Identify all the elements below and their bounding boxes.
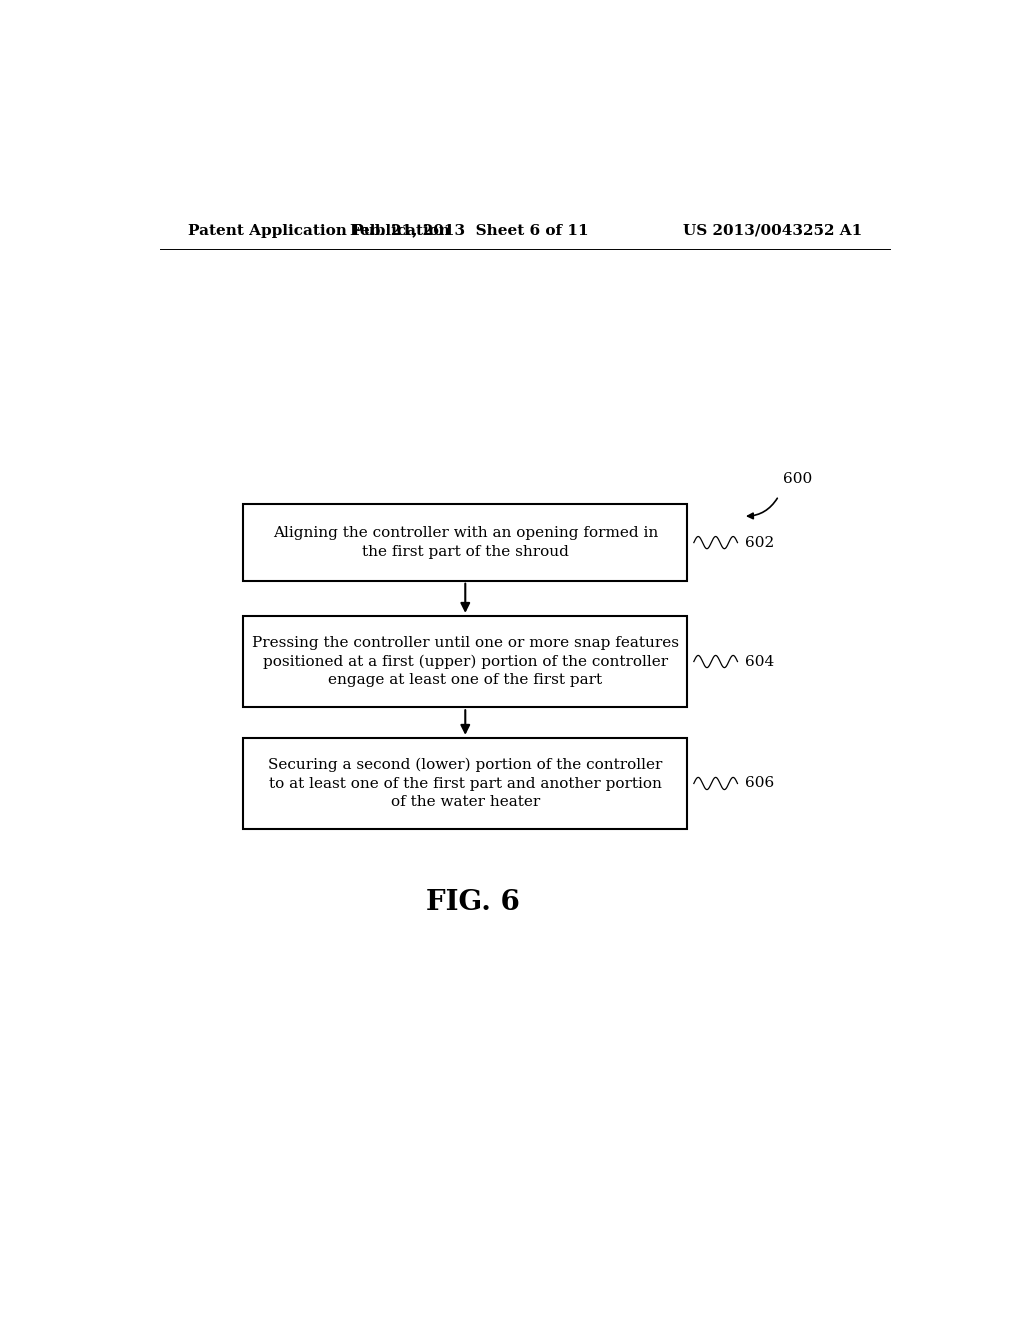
Text: Patent Application Publication: Patent Application Publication [187,223,450,238]
Text: 600: 600 [782,471,812,486]
Bar [243,504,687,581]
Text: US 2013/0043252 A1: US 2013/0043252 A1 [683,223,862,238]
Text: Securing a second (lower) portion of the controller
to at least one of the first: Securing a second (lower) portion of the… [268,758,663,809]
Text: Feb. 21, 2013  Sheet 6 of 11: Feb. 21, 2013 Sheet 6 of 11 [350,223,589,238]
Text: FIG. 6: FIG. 6 [426,888,520,916]
Text: Pressing the controller until one or more snap features
positioned at a first (u: Pressing the controller until one or mor… [252,636,679,688]
Text: 606: 606 [745,776,775,791]
Text: Aligning the controller with an opening formed in
the first part of the shroud: Aligning the controller with an opening … [272,527,657,558]
Bar [243,738,687,829]
Text: 604: 604 [745,655,775,668]
Bar [243,615,687,708]
Text: 602: 602 [745,536,775,549]
